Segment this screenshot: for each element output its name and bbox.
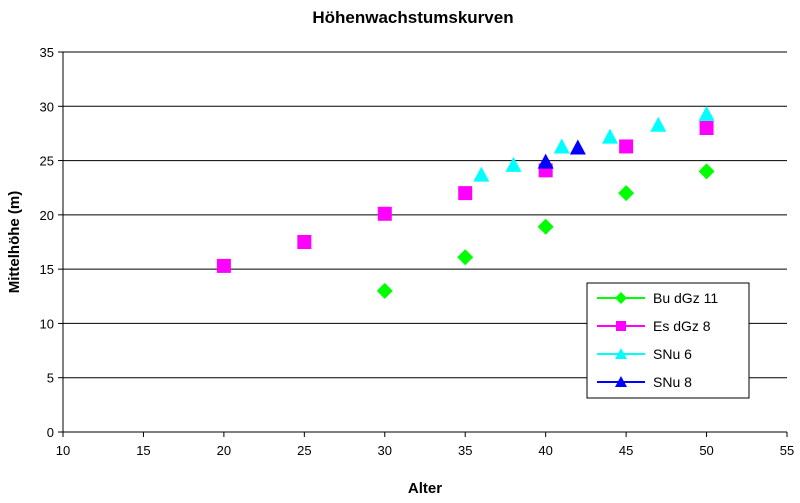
chart-title: Höhenwachstumskurven (312, 8, 513, 27)
series-1 (376, 163, 715, 299)
gridlines (63, 51, 787, 379)
data-point (377, 206, 392, 221)
x-tick-label: 45 (619, 443, 633, 458)
data-point (602, 128, 619, 144)
x-tick-label: 50 (699, 443, 713, 458)
legend-marker (615, 348, 627, 359)
series-2 (216, 121, 714, 273)
data-point (537, 218, 554, 235)
y-tick-label: 20 (40, 208, 54, 223)
x-tick-label: 25 (297, 443, 311, 458)
y-axis-title: Mittelhöhe (m) (6, 191, 23, 294)
legend: Bu dGz 11 Es dGz 8 SNu 6 SNu 8 (586, 282, 750, 399)
x-axis-ticks: 10 15 20 25 30 35 40 45 50 55 (56, 432, 794, 458)
x-tick-label: 30 (378, 443, 392, 458)
legend-marker (615, 292, 627, 304)
data-point (698, 105, 715, 121)
data-point (699, 121, 714, 135)
series-3 (473, 105, 715, 182)
y-axis-ticks: 0 5 10 15 20 25 30 35 (40, 45, 63, 440)
data-point (619, 139, 634, 154)
legend-item: SNu 6 (597, 346, 692, 362)
data-point (618, 185, 635, 202)
data-points (216, 105, 715, 299)
legend-label: Es dGz 8 (653, 318, 711, 334)
data-point (698, 163, 715, 180)
x-tick-label: 15 (136, 443, 150, 458)
data-point (473, 166, 490, 182)
y-tick-label: 0 (47, 425, 54, 440)
legend-box (586, 282, 750, 399)
x-tick-label: 35 (458, 443, 472, 458)
data-point (569, 139, 586, 155)
data-point (505, 156, 522, 172)
x-tick-label: 20 (217, 443, 231, 458)
y-tick-label: 10 (40, 316, 54, 331)
x-tick-label: 10 (56, 443, 70, 458)
legend-label: SNu 6 (653, 346, 692, 362)
data-point (216, 258, 231, 273)
legend-label: SNu 8 (653, 374, 692, 390)
series-4 (537, 139, 586, 169)
x-tick-label: 40 (538, 443, 552, 458)
data-point (297, 235, 312, 249)
legend-marker (615, 376, 627, 387)
legend-marker (616, 321, 626, 331)
data-point (553, 138, 570, 154)
data-point (376, 282, 393, 299)
data-point (537, 153, 554, 169)
data-point (458, 186, 473, 201)
axes (62, 52, 787, 433)
x-tick-label: 55 (780, 443, 794, 458)
y-tick-label: 35 (40, 45, 54, 60)
y-tick-label: 25 (40, 154, 54, 169)
data-point (457, 249, 474, 266)
x-axis-title: Alter (408, 480, 442, 497)
legend-item: Es dGz 8 (597, 318, 711, 334)
legend-label: Bu dGz 11 (653, 290, 718, 306)
y-tick-label: 5 (47, 371, 54, 386)
legend-item: Bu dGz 11 (597, 290, 718, 306)
data-point (650, 116, 667, 132)
y-tick-label: 15 (40, 262, 54, 277)
y-tick-label: 30 (40, 99, 54, 114)
legend-item: SNu 8 (597, 374, 692, 390)
